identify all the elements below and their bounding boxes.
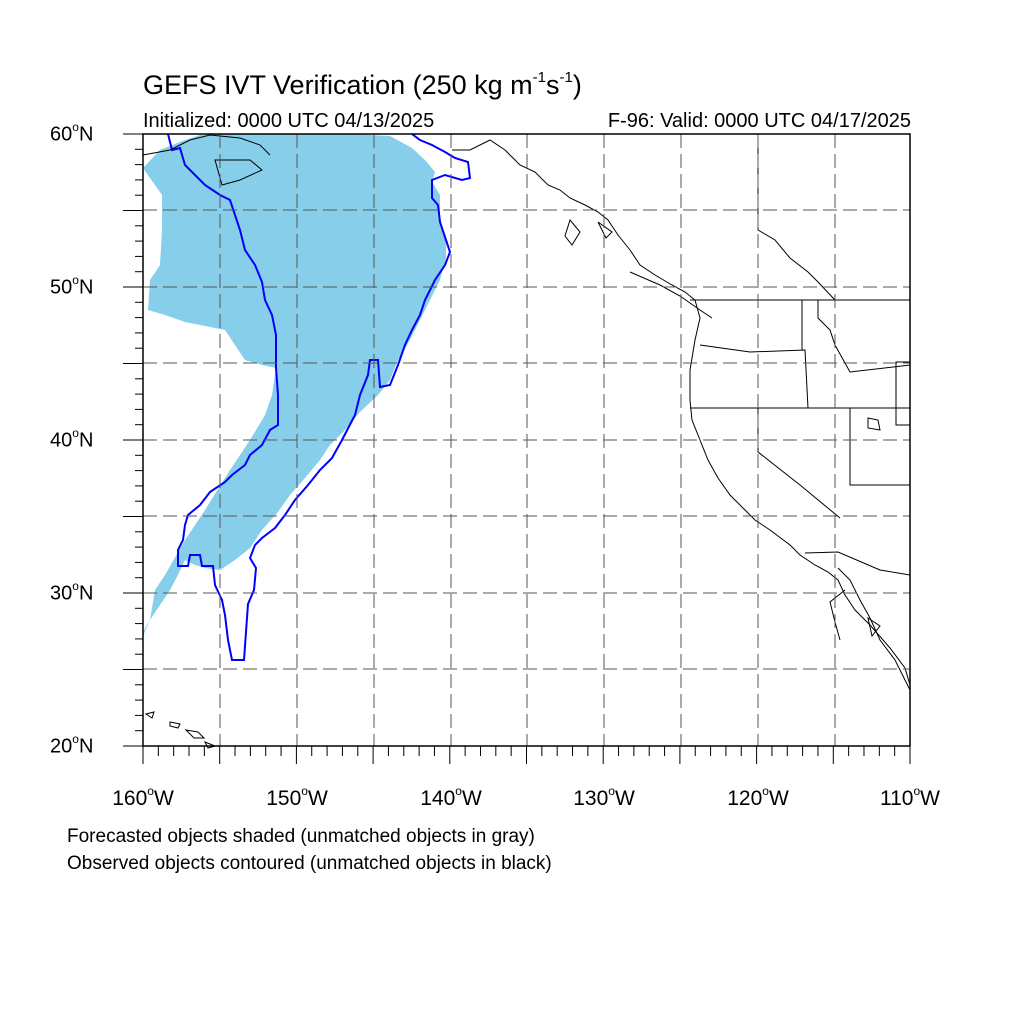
lon-label-160w: 160oW xyxy=(112,784,174,810)
lat-label-40n: 40oN xyxy=(50,426,94,452)
lon-label-110w: 110oW xyxy=(880,784,940,810)
lat-label-30n: 30oN xyxy=(50,579,94,605)
coastlines-and-borders xyxy=(142,134,911,749)
lon-label-150w: 150oW xyxy=(266,784,328,810)
lat-label-50n: 50oN xyxy=(50,273,94,299)
axis-ticks xyxy=(123,133,911,764)
forecast-ivt-object xyxy=(143,134,446,636)
lon-label-130w: 130oW xyxy=(573,784,635,810)
graticule xyxy=(143,134,910,746)
figure-title: GEFS IVT Verification (250 kg m-1s-1) xyxy=(143,69,582,100)
lon-label-140w: 140oW xyxy=(420,784,482,810)
lon-label-120w: 120oW xyxy=(727,784,789,810)
valid-time: F-96: Valid: 0000 UTC 04/17/2025 xyxy=(607,110,911,132)
lat-label-60n: 60oN xyxy=(50,120,94,146)
observed-ivt-contour xyxy=(167,133,472,661)
initialized-time: Initialized: 0000 UTC 04/13/2025 xyxy=(143,110,435,132)
legend-note-forecast: Forecasted objects shaded (unmatched obj… xyxy=(67,826,535,847)
lat-label-20n: 20oN xyxy=(50,732,94,758)
legend-note-observed: Observed objects contoured (unmatched ob… xyxy=(67,853,552,874)
